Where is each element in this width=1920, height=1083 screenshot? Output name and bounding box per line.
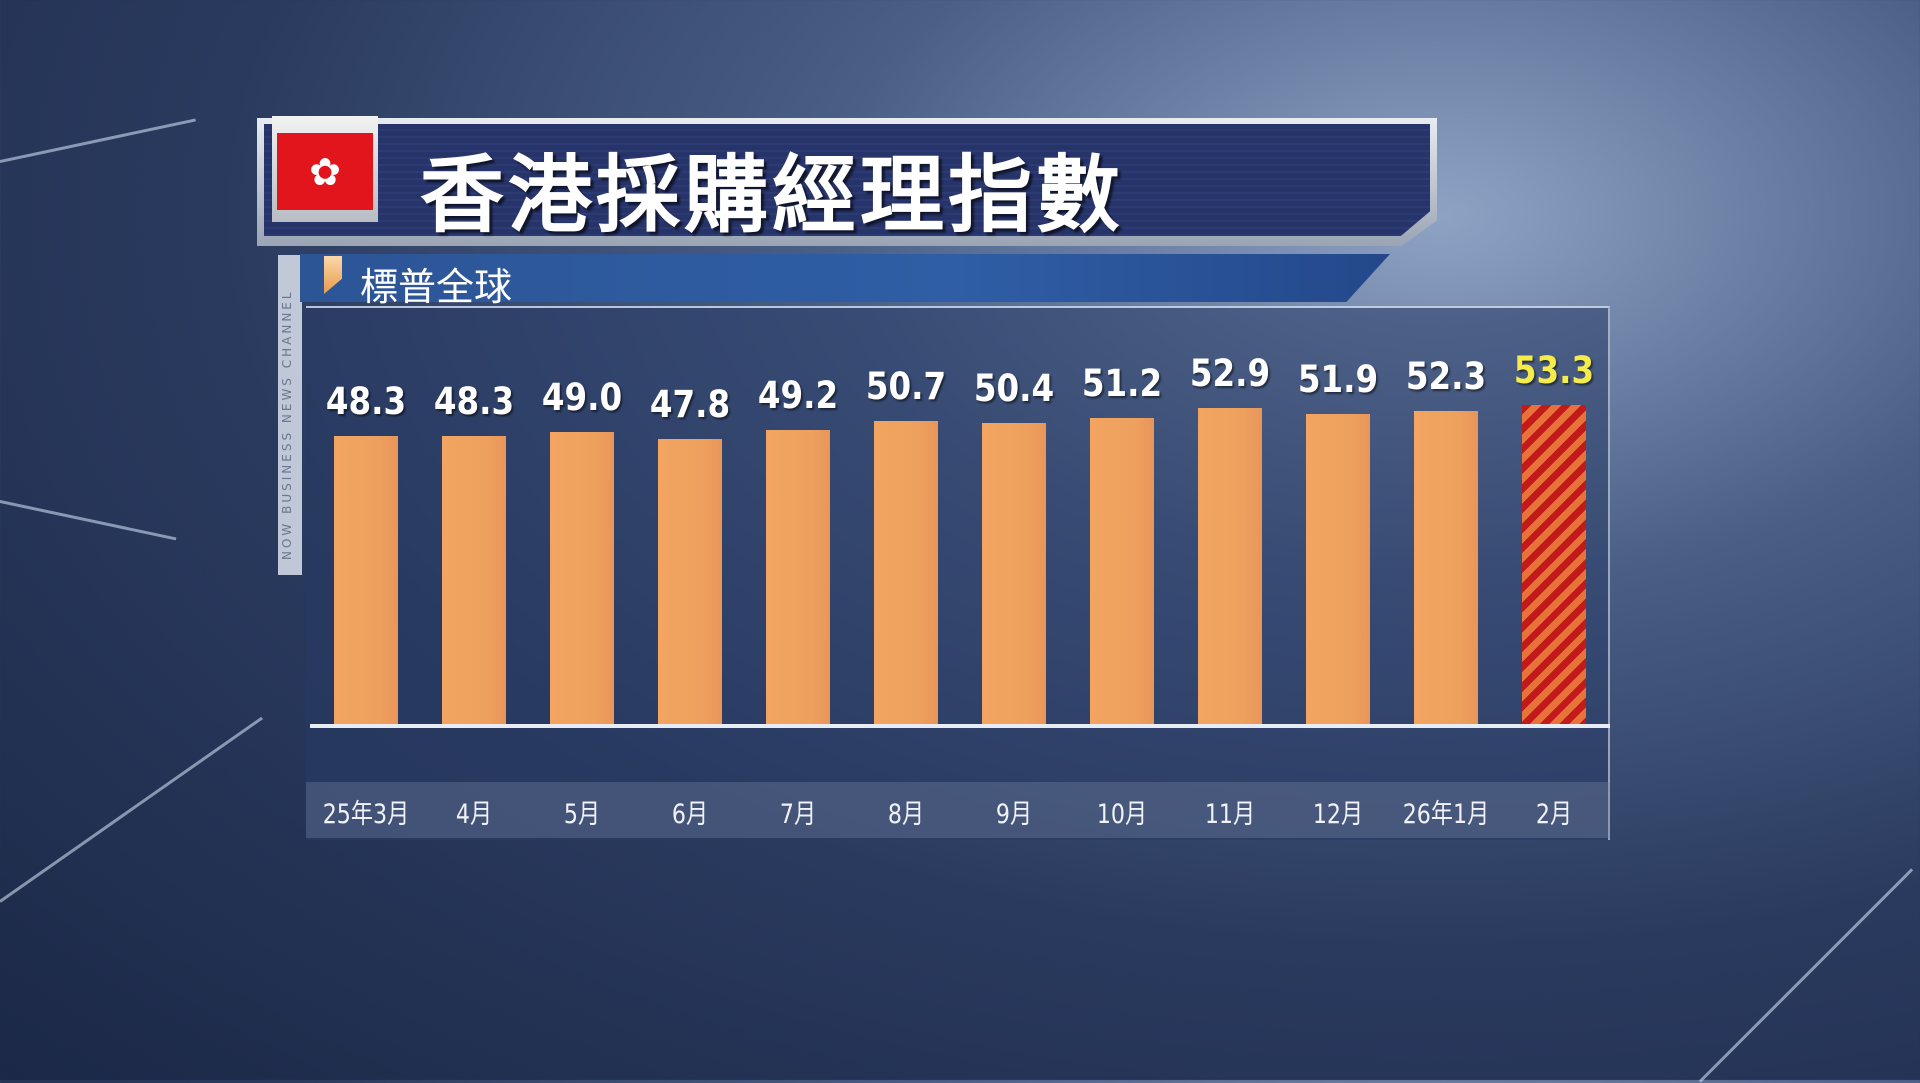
bar-3 xyxy=(658,438,722,725)
bar-5 xyxy=(874,421,938,725)
value-label: 48.3 xyxy=(325,379,407,423)
bar-4 xyxy=(766,430,830,725)
value-label: 49.2 xyxy=(757,374,839,418)
x-tick-label: 12月 xyxy=(1312,799,1364,830)
hong-kong-flag-icon: ✿ xyxy=(277,133,373,210)
x-tick-label: 11月 xyxy=(1204,799,1256,830)
value-label: 49.0 xyxy=(541,375,623,419)
value-label: 51.9 xyxy=(1297,357,1379,401)
value-label: 50.7 xyxy=(865,365,947,409)
x-tick-label: 8月 xyxy=(887,799,925,830)
title-banner xyxy=(264,124,1430,236)
bar-1 xyxy=(442,435,506,725)
value-label: 51.2 xyxy=(1081,362,1163,406)
bar-9 xyxy=(1306,413,1370,725)
value-label: 50.4 xyxy=(973,367,1055,411)
bar-8 xyxy=(1198,407,1262,725)
value-label: 48.3 xyxy=(433,379,515,423)
value-label: 53.3 xyxy=(1513,349,1595,393)
x-tick-label: 9月 xyxy=(995,799,1033,830)
chart-title: 香港採購經理指數 xyxy=(420,146,1125,244)
x-axis-band xyxy=(306,782,1610,838)
chart-panel xyxy=(306,306,1610,840)
x-tick-label: 10月 xyxy=(1096,799,1148,830)
bar-0 xyxy=(334,435,398,725)
background-streak xyxy=(0,500,177,541)
chart-subtitle: 標普全球 xyxy=(360,265,513,309)
value-label: 52.9 xyxy=(1189,351,1271,395)
subtitle-banner xyxy=(300,254,1390,302)
background-streak xyxy=(0,716,263,903)
bar-7 xyxy=(1090,418,1154,725)
flag-frame: ✿ xyxy=(272,116,378,222)
channel-strip xyxy=(278,255,302,575)
channel-watermark: NOW BUSINESS NEWS CHANNEL xyxy=(280,289,294,560)
x-tick-label: 26年1月 xyxy=(1402,799,1490,830)
x-tick-label: 5月 xyxy=(563,799,601,830)
background-streak xyxy=(0,118,196,163)
bar-10 xyxy=(1414,411,1478,725)
value-label: 47.8 xyxy=(649,382,731,426)
value-label: 52.3 xyxy=(1405,355,1487,399)
bar-2 xyxy=(550,431,614,725)
bar-11 xyxy=(1522,405,1586,725)
baseline xyxy=(310,724,1610,728)
x-tick-label: 25年3月 xyxy=(322,799,410,830)
x-tick-label: 6月 xyxy=(671,799,709,830)
x-tick-label: 2月 xyxy=(1535,799,1573,830)
x-tick-label: 7月 xyxy=(779,799,817,830)
x-tick-label: 4月 xyxy=(455,799,493,830)
background-streak xyxy=(1698,868,1914,1083)
bar-6 xyxy=(982,423,1046,725)
